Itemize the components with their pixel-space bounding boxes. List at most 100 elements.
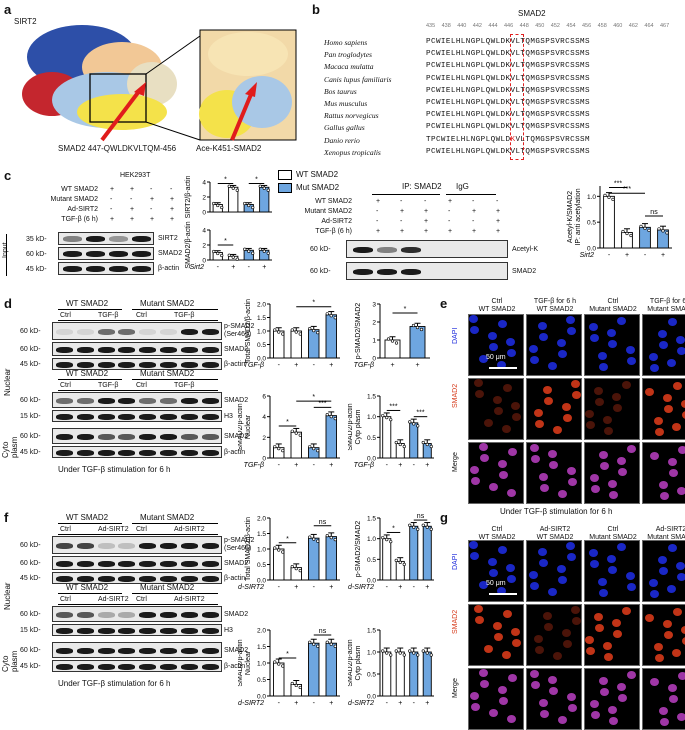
nucleus (489, 483, 498, 491)
nucleus (617, 683, 626, 691)
group-header: Mutant SMAD2 (140, 583, 195, 592)
blot-label: β-actin (224, 449, 246, 456)
band (56, 329, 73, 335)
residue: E (445, 38, 451, 46)
band (76, 612, 94, 618)
nucleus (608, 566, 617, 574)
residue: S (585, 147, 590, 156)
residue: Q (525, 123, 531, 132)
band (132, 236, 151, 242)
y-tick-label: 0.0 (367, 456, 376, 463)
residue: V (515, 135, 521, 144)
y-label: p-SMAD2/SMAD2 (355, 521, 362, 578)
residue: K (505, 62, 511, 71)
residue: L (450, 74, 456, 83)
residue: S (540, 50, 546, 59)
y-label: Acetyl-K/SMAD2 (567, 191, 574, 243)
column-label: TGF-β for 6 h (533, 298, 577, 305)
data-point (408, 649, 412, 653)
data-point (329, 314, 333, 318)
band (132, 251, 151, 257)
column-sublabel: WT SMAD2 (536, 534, 574, 541)
data-point (281, 550, 285, 554)
band (180, 543, 198, 549)
nucleus (608, 706, 617, 714)
data-point (643, 226, 647, 230)
nucleus (599, 451, 608, 459)
bar (273, 548, 285, 581)
residue: C (430, 147, 436, 156)
residue: S (585, 123, 590, 132)
y-tick-label: 1.5 (257, 644, 266, 651)
data-point (381, 536, 385, 540)
nucleus (677, 347, 685, 355)
nucleus (506, 564, 515, 572)
data-point (298, 332, 302, 336)
data-point (212, 249, 216, 254)
residue: L (480, 38, 486, 46)
data-point (308, 327, 312, 331)
residue: V (510, 147, 516, 156)
band (97, 434, 115, 440)
band (201, 543, 219, 549)
nucleus (591, 711, 600, 719)
sign: + (448, 198, 453, 205)
data-point (220, 205, 224, 210)
column-label: TGF-β (98, 382, 119, 389)
species-name: Danio rerio (324, 135, 360, 145)
alignment-ticks: 435 438 440 442 444 446 448 450 452 454 456 458 460 4… (426, 23, 676, 34)
y-tick-label: 1.5 (257, 531, 266, 538)
residue: W (490, 147, 496, 156)
band (56, 628, 73, 634)
nucleus (594, 387, 603, 395)
y-tick-label: 0.5 (367, 557, 376, 564)
residue: H (455, 62, 461, 71)
data-point (408, 523, 412, 527)
data-point (416, 424, 420, 428)
band (56, 648, 73, 654)
column-line (58, 320, 218, 321)
band (97, 329, 115, 335)
micrograph (642, 604, 685, 666)
nucleus (607, 555, 616, 563)
residue: G (535, 50, 541, 59)
blot-strip (52, 410, 222, 422)
nucleus (654, 417, 663, 425)
y-tick-label: 1.0 (367, 536, 376, 543)
nucleus (682, 637, 685, 645)
tick-label: 438 (441, 23, 451, 29)
band (76, 414, 94, 420)
residue: S (570, 99, 576, 107)
x-sign: - (248, 264, 251, 271)
residue: S (570, 86, 576, 95)
nucleus (603, 416, 612, 424)
band (63, 236, 82, 242)
micrograph (468, 604, 524, 666)
nucleus (558, 350, 567, 358)
sequence: PCWIELHLNGPLQWLDKVLTQMGSPSVRCSSMS (426, 148, 590, 156)
band (118, 543, 136, 549)
nucleus (626, 572, 635, 580)
y-tick-label: 2 (372, 320, 376, 327)
blot-label: p-SMAD2 (224, 537, 255, 544)
blot-label: Acetyl-K (512, 246, 539, 253)
band (139, 543, 157, 549)
sig-label: *** (318, 400, 326, 407)
row-label: SMAD2 (452, 383, 459, 408)
residue: P (426, 86, 431, 95)
residue: G (470, 123, 476, 132)
igg-line (446, 194, 496, 195)
nucleus (627, 445, 636, 453)
residue: Q (485, 50, 491, 59)
group-header: WT SMAD2 (66, 513, 109, 522)
y-tick-label: 0.5 (257, 342, 266, 349)
band (56, 347, 73, 353)
sig-label: * (255, 177, 258, 184)
residue: L (495, 99, 501, 107)
sequence: PCWIELHLNGPLQWLDKVLTQMGSPSVRCSSMS (426, 38, 590, 46)
data-point (385, 538, 389, 542)
residue: L (495, 74, 501, 83)
data-point (394, 649, 398, 653)
blot-strip (58, 247, 154, 260)
sequence: PCWIELHLNGPLQWLDKVLTQMGSPSVRCSSMS (426, 111, 590, 119)
